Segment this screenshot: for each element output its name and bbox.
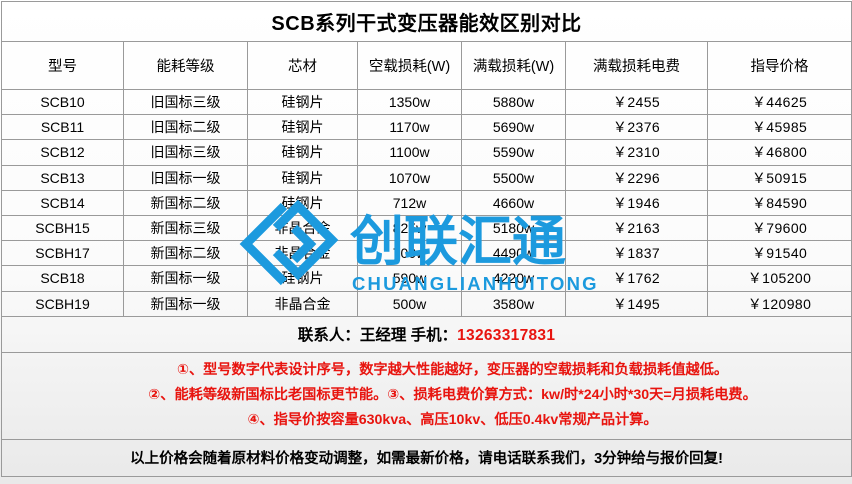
header-row: 型号 能耗等级 芯材 空载损耗(W) 满载损耗(W) 满载损耗电费 指导价格 <box>1 41 852 90</box>
cell-full-load-loss: 5590w <box>461 139 566 166</box>
table-row: SCBH17 新国标二级 非晶合金 700w 4490w ￥1837 ￥9154… <box>1 240 852 267</box>
cell-full-load-loss: 5500w <box>461 164 566 191</box>
cell-core-material: 硅钢片 <box>247 164 358 191</box>
cell-model: SCBH19 <box>1 290 124 317</box>
cell-full-load-cost: ￥2163 <box>565 214 708 242</box>
notes-inner: ①、型号数字代表设计序号，数字越大性能越好，变压器的空载损耗和负载损耗值越低。 … <box>2 358 851 433</box>
cell-no-load-loss: 1070w <box>357 164 462 191</box>
title-row: SCB系列干式变压器能效区别对比 <box>0 1 852 42</box>
cell-full-load-loss: 5690w <box>461 114 566 141</box>
cell-guide-price: ￥45985 <box>706 114 852 141</box>
cell-no-load-loss: 1100w <box>357 139 462 166</box>
note-line-1: ①、型号数字代表设计序号，数字越大性能越好，变压器的空载损耗和负载损耗值越低。 <box>176 362 729 379</box>
cell-guide-price: ￥79600 <box>706 214 852 242</box>
table-row: SCB10 旧国标三级 硅钢片 1350w 5880w ￥2455 ￥44625 <box>1 88 852 116</box>
cell-core-material: 硅钢片 <box>247 265 358 292</box>
cell-full-load-cost: ￥2296 <box>565 164 708 191</box>
cell-full-load-loss: 5180w <box>461 214 566 242</box>
cell-model: SCB11 <box>1 114 124 141</box>
column-header-full-load-loss: 满载损耗(W) <box>461 41 566 90</box>
note-line-2: ②、能耗等级新国标比老国标更节能。③、损耗电费价算方式：kw/时*24小时*30… <box>148 387 757 404</box>
cell-core-material: 非晶合金 <box>247 214 358 242</box>
column-header-guide-price: 指导价格 <box>706 41 852 90</box>
contact-label: 联系人：王经理 手机： <box>297 327 458 345</box>
cell-core-material: 硅钢片 <box>247 88 358 116</box>
cell-guide-price: ￥50915 <box>706 164 852 191</box>
cell-full-load-cost: ￥2455 <box>565 88 708 116</box>
table-row: SCB13 旧国标一级 硅钢片 1070w 5500w ￥2296 ￥50915 <box>1 164 852 191</box>
page-title: SCB系列干式变压器能效区别对比 <box>0 1 852 42</box>
cell-no-load-loss: 712w <box>357 189 462 216</box>
table-row: SCBH15 新国标三级 非晶合金 825w 5180w ￥2163 ￥7960… <box>1 214 852 242</box>
contact-info: 联系人：王经理 手机：13263317831 <box>0 315 852 353</box>
cell-model: SCB13 <box>1 164 124 191</box>
cell-guide-price: ￥46800 <box>706 139 852 166</box>
column-header-model: 型号 <box>1 41 124 90</box>
cell-full-load-cost: ￥1762 <box>565 265 708 292</box>
column-header-full-load-cost: 满载损耗电费 <box>565 41 708 90</box>
cell-no-load-loss: 825w <box>357 214 462 242</box>
table-row: SCBH19 新国标一级 非晶合金 500w 3580w ￥1495 ￥1209… <box>1 290 852 317</box>
cell-core-material: 硅钢片 <box>247 139 358 166</box>
cell-guide-price: ￥91540 <box>706 240 852 267</box>
column-header-energy-grade: 能耗等级 <box>123 41 248 90</box>
contact-row: 联系人：王经理 手机：13263317831 <box>0 315 852 353</box>
cell-full-load-loss: 4660w <box>461 189 566 216</box>
cell-full-load-cost: ￥2376 <box>565 114 708 141</box>
cell-full-load-loss: 5880w <box>461 88 566 116</box>
cell-no-load-loss: 700w <box>357 240 462 267</box>
column-header-core-material: 芯材 <box>247 41 358 90</box>
cell-guide-price: ￥120980 <box>706 290 852 317</box>
cell-energy-grade: 新国标三级 <box>123 214 248 242</box>
cell-no-load-loss: 1170w <box>357 114 462 141</box>
table-row: SCB14 新国标二级 硅钢片 712w 4660w ￥1946 ￥84590 <box>1 189 852 216</box>
cell-model: SCB12 <box>1 139 124 166</box>
note-line-3: ④、指导价按容量630kva、高压10kv、低压0.4kv常规产品计算。 <box>247 412 658 429</box>
cell-energy-grade: 新国标二级 <box>123 240 248 267</box>
cell-full-load-loss: 4490w <box>461 240 566 267</box>
footer-note: 以上价格会随着原材料价格变动调整，如需最新价格，请电话联系我们，3分钟给与报价回… <box>0 438 852 477</box>
cell-full-load-cost: ￥1946 <box>565 189 708 216</box>
cell-no-load-loss: 590w <box>357 265 462 292</box>
cell-full-load-cost: ￥1495 <box>565 290 708 317</box>
cell-core-material: 硅钢片 <box>247 189 358 216</box>
cell-energy-grade: 新国标二级 <box>123 189 248 216</box>
table-row: SCB12 旧国标三级 硅钢片 1100w 5590w ￥2310 ￥46800 <box>1 139 852 166</box>
notes-block: ①、型号数字代表设计序号，数字越大性能越好，变压器的空载损耗和负载损耗值越低。 … <box>0 351 852 440</box>
cell-energy-grade: 旧国标三级 <box>123 139 248 166</box>
cell-energy-grade: 旧国标一级 <box>123 164 248 191</box>
cell-energy-grade: 旧国标三级 <box>123 88 248 116</box>
cell-model: SCB14 <box>1 189 124 216</box>
cell-guide-price: ￥105200 <box>706 265 852 292</box>
cell-model: SCB18 <box>1 265 124 292</box>
cell-model: SCBH17 <box>1 240 124 267</box>
table-row: SCB11 旧国标二级 硅钢片 1170w 5690w ￥2376 ￥45985 <box>1 114 852 141</box>
cell-no-load-loss: 500w <box>357 290 462 317</box>
cell-energy-grade: 新国标一级 <box>123 290 248 317</box>
cell-full-load-loss: 4220w <box>461 265 566 292</box>
cell-core-material: 硅钢片 <box>247 114 358 141</box>
cell-core-material: 非晶合金 <box>247 240 358 267</box>
cell-guide-price: ￥84590 <box>706 189 852 216</box>
cell-energy-grade: 旧国标二级 <box>123 114 248 141</box>
contact-phone: 13263317831 <box>457 327 556 345</box>
footer-row: 以上价格会随着原材料价格变动调整，如需最新价格，请电话联系我们，3分钟给与报价回… <box>0 438 852 477</box>
cell-guide-price: ￥44625 <box>706 88 852 116</box>
cell-model: SCBH15 <box>1 214 124 242</box>
table-row: SCB18 新国标一级 硅钢片 590w 4220w ￥1762 ￥105200 <box>1 265 852 292</box>
cell-full-load-loss: 3580w <box>461 290 566 317</box>
column-header-no-load-loss: 空载损耗(W) <box>357 41 462 90</box>
cell-full-load-cost: ￥1837 <box>565 240 708 267</box>
cell-model: SCB10 <box>1 88 124 116</box>
notes-row: ①、型号数字代表设计序号，数字越大性能越好，变压器的空载损耗和负载损耗值越低。 … <box>0 351 852 440</box>
cell-energy-grade: 新国标一级 <box>123 265 248 292</box>
cell-full-load-cost: ￥2310 <box>565 139 708 166</box>
cell-core-material: 非晶合金 <box>247 290 358 317</box>
cell-no-load-loss: 1350w <box>357 88 462 116</box>
